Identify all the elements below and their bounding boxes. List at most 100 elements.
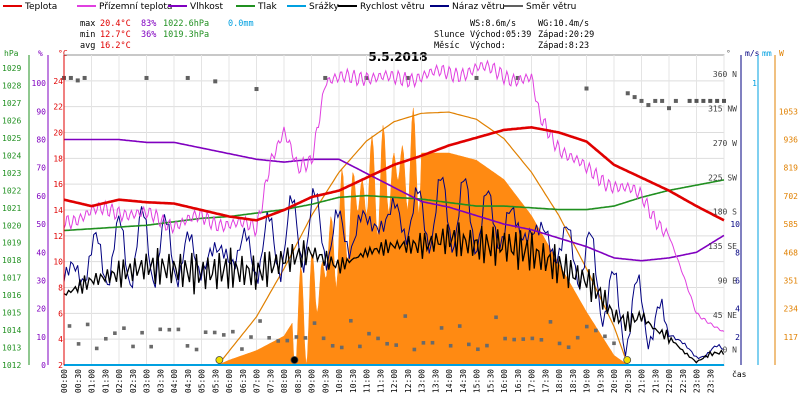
hpa-axis-tick-0: 1012	[2, 361, 21, 370]
legend-item-naraz-vetru: Náraz větru	[430, 2, 505, 12]
axis-title-temp: °C	[58, 49, 68, 58]
wind-dir-dot-122	[294, 335, 299, 339]
wind-speed-line	[63, 222, 725, 364]
dir-axis-tick-7: 315 NW	[708, 104, 737, 113]
w-axis-tick-2: 351	[784, 276, 799, 285]
wind-dir-dot-18	[185, 75, 190, 80]
x-tick-44: 22:00	[665, 369, 674, 393]
x-tick-17: 08:30	[294, 369, 303, 393]
wind-dir-dot-138	[439, 326, 444, 330]
w-axis-tick-1: 234	[784, 305, 799, 314]
wind-dir-dot-119	[267, 335, 271, 340]
x-tick-14: 07:00	[253, 369, 262, 393]
temp-axis-tick-0: 2	[58, 361, 63, 370]
mm-axis-tick-0: 1	[752, 79, 757, 88]
wind-dir-dot-146	[512, 337, 516, 342]
axis-title-ms: m/s	[745, 49, 760, 58]
temp-axis-tick-3: 8	[58, 284, 63, 293]
svg-text:Srážky: Srážky	[309, 2, 340, 12]
wind-dir-dot-87	[660, 98, 665, 103]
wind-dir-dot-98	[76, 342, 81, 346]
wind-dir-dot-149	[539, 337, 544, 342]
wind-dir-dot-113	[212, 330, 217, 335]
wind-dir-dot-139	[448, 343, 453, 348]
wind-dir-dot-12	[144, 75, 149, 80]
pct-axis-tick-4: 40	[36, 248, 46, 257]
wind-dir-dot-111	[194, 347, 199, 352]
solar-radiation-area	[217, 107, 629, 366]
x-tick-38: 19:00	[583, 369, 592, 393]
hpa-axis-tick-8: 1020	[2, 221, 21, 230]
wind-sun-moon-info: WS:8.6m/s WG:10.4m/s Slunce Východ:05:39…	[434, 19, 594, 51]
chart-title: 5.5.2018	[368, 50, 427, 64]
marker-moonset	[290, 356, 299, 364]
x-tick-2: 01:00	[88, 369, 97, 393]
wind-dir-dot-95	[715, 98, 720, 103]
ms-axis-tick-3: 8	[735, 248, 740, 257]
x-tick-46: 23:00	[693, 369, 702, 393]
axis-title-pct: %	[38, 49, 43, 58]
stats-min-hum: 36%	[141, 30, 156, 40]
wind-dir-dot-66	[515, 75, 520, 80]
hpa-axis-tick-13: 1025	[2, 134, 21, 143]
wind-dir-dot-156	[603, 334, 607, 339]
wind-dir-dot-86	[653, 98, 658, 103]
wind-dir-dot-91	[687, 98, 692, 103]
wind-dir-dot-104	[131, 344, 135, 349]
pct-axis-tick-2: 20	[36, 305, 46, 314]
svg-text:Náraz větru: Náraz větru	[452, 2, 505, 12]
w-axis-tick-4: 585	[784, 220, 799, 229]
axis-title-mm: mm	[762, 49, 772, 58]
sunrise-text: Východ:05:39	[470, 30, 531, 40]
stats-max-rain: 0.0mm	[228, 19, 254, 29]
pressure-line	[63, 179, 725, 232]
temp-axis-tick-1: 4	[58, 335, 63, 344]
wind-dir-dot-140	[457, 324, 462, 328]
wind-dir-dot-145	[503, 336, 507, 341]
pct-axis-tick-3: 30	[36, 276, 46, 285]
x-tick-19: 09:30	[321, 369, 330, 393]
w-axis-tick-0: 117	[784, 333, 799, 342]
wind-dir-dot-121	[285, 338, 290, 343]
wind-dir-dot-148	[530, 336, 535, 341]
svg-text:Rychlost větru: Rychlost větru	[360, 2, 425, 12]
wind-dir-dot-152	[566, 345, 571, 350]
wind-dir-dot-123	[303, 336, 308, 340]
stats-max-press: 1022.6hPa	[163, 19, 209, 29]
stats-block: max 20.4°C 83% 1022.6hPa 0.0mm min 12.7°…	[80, 19, 254, 51]
hpa-axis-tick-11: 1023	[2, 169, 21, 178]
wind-dir-dot-155	[594, 328, 598, 333]
x-tick-45: 22:30	[679, 369, 688, 393]
pct-axis-tick-10: 100	[32, 79, 47, 88]
wind-dir-dot-128	[349, 318, 353, 323]
wind-dir-dot-153	[575, 335, 580, 340]
x-tick-13: 06:30	[239, 369, 248, 393]
svg-text:Vlhkost: Vlhkost	[190, 2, 223, 12]
wind-dir-dot-131	[376, 336, 380, 341]
hpa-axis-tick-3: 1015	[2, 309, 21, 318]
wind-dir-dot-147	[521, 337, 526, 341]
humidity-line	[64, 138, 725, 262]
hpa-axis-tick-6: 1018	[2, 256, 21, 265]
moonset-text: Západ:8:23	[538, 41, 589, 51]
wind-dir-dot-97	[67, 324, 72, 328]
ground-temp-line	[63, 59, 725, 332]
x-tick-16: 08:00	[280, 369, 289, 393]
wind-dir-dot-115	[231, 329, 235, 334]
ms-axis-tick-0: 2	[735, 333, 740, 342]
wind-dir-dot-22	[213, 79, 218, 84]
x-tick-8: 04:00	[170, 369, 179, 393]
wind-dir-dot-142	[476, 347, 480, 352]
stats-avg-label: avg	[80, 41, 95, 51]
wind-dir-dot-109	[176, 327, 181, 332]
wind-dir-dot-88	[667, 106, 671, 111]
wind-speed-info: WS:8.6m/s	[470, 19, 516, 29]
temp-axis-tick-2: 6	[58, 309, 63, 318]
wind-dir-dot-100	[94, 346, 99, 351]
wind-dir-dot-50	[405, 75, 410, 80]
wind-dir-dot-117	[249, 335, 253, 339]
wind-dir-dot-112	[203, 330, 208, 335]
wind-dir-dot-44	[364, 75, 369, 80]
pct-axis-tick-7: 70	[36, 164, 46, 173]
stats-max-temp: 20.4°C	[100, 19, 131, 29]
